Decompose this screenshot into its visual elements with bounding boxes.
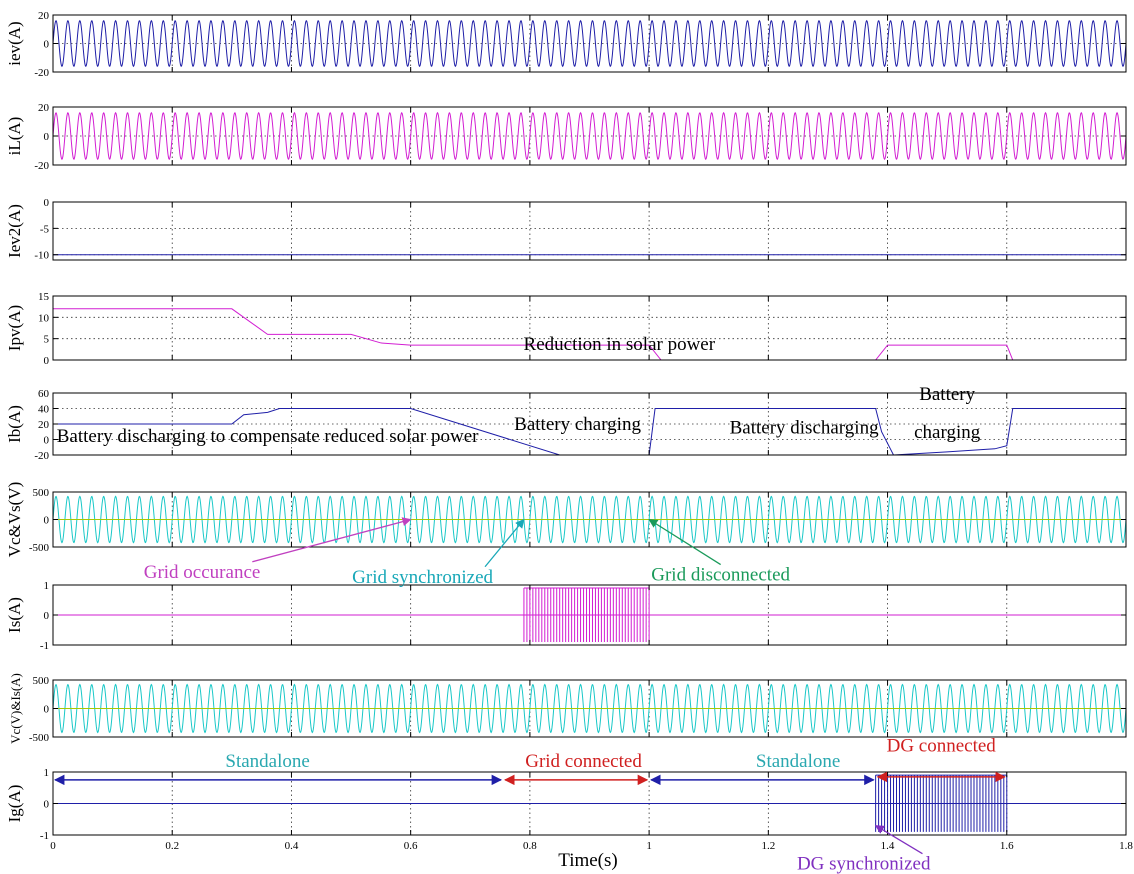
y-axis-label-iev2: Iev2(A) bbox=[5, 204, 24, 258]
annotation-text: Grid occurance bbox=[144, 562, 261, 583]
axes-frame bbox=[52, 201, 1127, 261]
y-axis-label-ig: Ig(A) bbox=[5, 785, 24, 823]
y-tick-label: 40 bbox=[38, 404, 50, 416]
y-tick-label: 10 bbox=[38, 312, 50, 324]
series-iev-sine bbox=[53, 19, 1126, 68]
y-tick-label: 1 bbox=[44, 580, 50, 592]
x-axis-label: Time(s) bbox=[558, 850, 617, 871]
annotation-text: DG connected bbox=[887, 736, 997, 757]
y-tick-label: 0 bbox=[44, 610, 50, 622]
y-axis-label-iev: iev(A) bbox=[5, 21, 24, 65]
annotation-text: Battery charging bbox=[514, 414, 641, 435]
y-tick-label: 0 bbox=[44, 355, 50, 367]
y-tick-label: 5 bbox=[44, 334, 50, 346]
subplot-vcis: 500 0 -500 Vc(V)&Is(A) bbox=[8, 673, 1127, 744]
y-axis-label-vcis: Vc(V)&Is(A) bbox=[8, 673, 23, 744]
subplot-ig: 10-10 0.2 0.4 0.6 0.8 1 1.2 1.4 1.6 1.8Ig(A) bbox=[5, 767, 1133, 852]
x-tick-label: 1.4 bbox=[881, 840, 895, 852]
annotation-text: Battery discharging bbox=[730, 417, 879, 438]
annotation-text: Grid connected bbox=[525, 751, 642, 772]
subplot-iev2: 0 -5 -10 Iev2(A) bbox=[5, 197, 1127, 262]
x-tick-label: 0 bbox=[50, 840, 56, 852]
y-axis-label-is: Is(A) bbox=[5, 597, 24, 633]
y-tick-label: -500 bbox=[29, 732, 50, 744]
annotation-arrow bbox=[874, 824, 923, 855]
x-tick-label: 1.2 bbox=[761, 840, 775, 852]
subplot-iev: 20 0 -20 iev(A) bbox=[5, 10, 1127, 79]
annotation-text: Standalone bbox=[225, 751, 309, 772]
annotation-text: DG synchronized bbox=[797, 854, 931, 874]
y-tick-label: 0 bbox=[44, 435, 50, 447]
subplot-ipv: 15 10 5 0 Ipv(A) bbox=[5, 291, 1127, 367]
annotation-text: Battery discharging to compensate reduce… bbox=[57, 426, 479, 447]
y-tick-label: -500 bbox=[29, 542, 50, 554]
series-ib-line bbox=[53, 408, 1126, 455]
y-tick-label: 15 bbox=[38, 291, 50, 303]
x-tick-label: 1 bbox=[646, 840, 652, 852]
annotation-arrow bbox=[252, 517, 412, 563]
y-tick-label: -1 bbox=[40, 830, 49, 842]
annotation-text: Reduction in solar power bbox=[524, 334, 716, 355]
subplot-stack: 200-20iev(A)200-20iL(A)0-5-10Iev2(A)1510… bbox=[5, 10, 1133, 852]
y-tick-label: 0 bbox=[44, 799, 50, 811]
annotation-text: Grid synchronized bbox=[352, 567, 493, 588]
annotation-text: Standalone bbox=[756, 751, 840, 772]
series-ig-burst bbox=[875, 774, 1008, 832]
annotation-text: Grid disconnected bbox=[651, 565, 790, 586]
series-ipv-line bbox=[53, 308, 1126, 360]
y-tick-label: 0 bbox=[44, 131, 50, 143]
y-tick-label: -20 bbox=[34, 160, 49, 172]
subplot-is: 1 0 -1 Is(A) bbox=[5, 580, 1127, 652]
x-tick-label: 1.8 bbox=[1119, 840, 1133, 852]
subplot-ib: 60 40 20 0 -20 Ib(A) bbox=[5, 388, 1127, 462]
y-tick-label: 500 bbox=[33, 675, 50, 687]
y-tick-label: -5 bbox=[40, 223, 50, 235]
y-tick-label: 20 bbox=[38, 419, 50, 431]
annotations: Reduction in solar power Battery discharg… bbox=[53, 334, 1006, 874]
x-tick-label: 0.2 bbox=[165, 840, 179, 852]
y-tick-label: -10 bbox=[34, 250, 49, 262]
y-axis-label-ib: Ib(A) bbox=[5, 405, 24, 443]
y-tick-label: 20 bbox=[38, 102, 50, 114]
annotation-arrow bbox=[648, 518, 721, 566]
x-tick-label: 0.4 bbox=[285, 840, 299, 852]
y-axis-label-ipv: Ipv(A) bbox=[5, 305, 24, 351]
y-tick-label: 0 bbox=[44, 704, 50, 716]
series-iL-sine bbox=[53, 111, 1126, 161]
x-tick-label: 0.6 bbox=[404, 840, 418, 852]
x-tick-label: 1.6 bbox=[1000, 840, 1014, 852]
y-tick-label: 0 bbox=[44, 197, 50, 209]
annotation-text: Battery bbox=[919, 384, 975, 405]
y-tick-label: 0 bbox=[44, 515, 50, 527]
x-tick-label: 0.8 bbox=[523, 840, 537, 852]
y-tick-label: 500 bbox=[33, 487, 50, 499]
y-tick-label: 1 bbox=[44, 767, 50, 779]
axes-frame bbox=[52, 295, 1127, 361]
y-tick-label: 20 bbox=[38, 10, 50, 22]
annotation-arrow bbox=[484, 518, 525, 568]
annotation-text: charging bbox=[914, 422, 981, 443]
series-is-burst bbox=[523, 587, 650, 642]
y-tick-label: 0 bbox=[44, 39, 50, 51]
y-axis-label-vcvs: Vc&Vs(V) bbox=[5, 482, 24, 558]
y-tick-label: -1 bbox=[40, 640, 49, 652]
y-axis-label-iL: iL(A) bbox=[5, 117, 24, 156]
y-tick-label: 60 bbox=[38, 388, 50, 400]
subplot-vcvs: 500 0 -500 Vc&Vs(V) bbox=[5, 482, 1127, 558]
y-tick-label: -20 bbox=[34, 67, 49, 79]
y-tick-label: -20 bbox=[34, 450, 49, 462]
subplot-iL: 20 0 -20 iL(A) bbox=[5, 102, 1127, 172]
